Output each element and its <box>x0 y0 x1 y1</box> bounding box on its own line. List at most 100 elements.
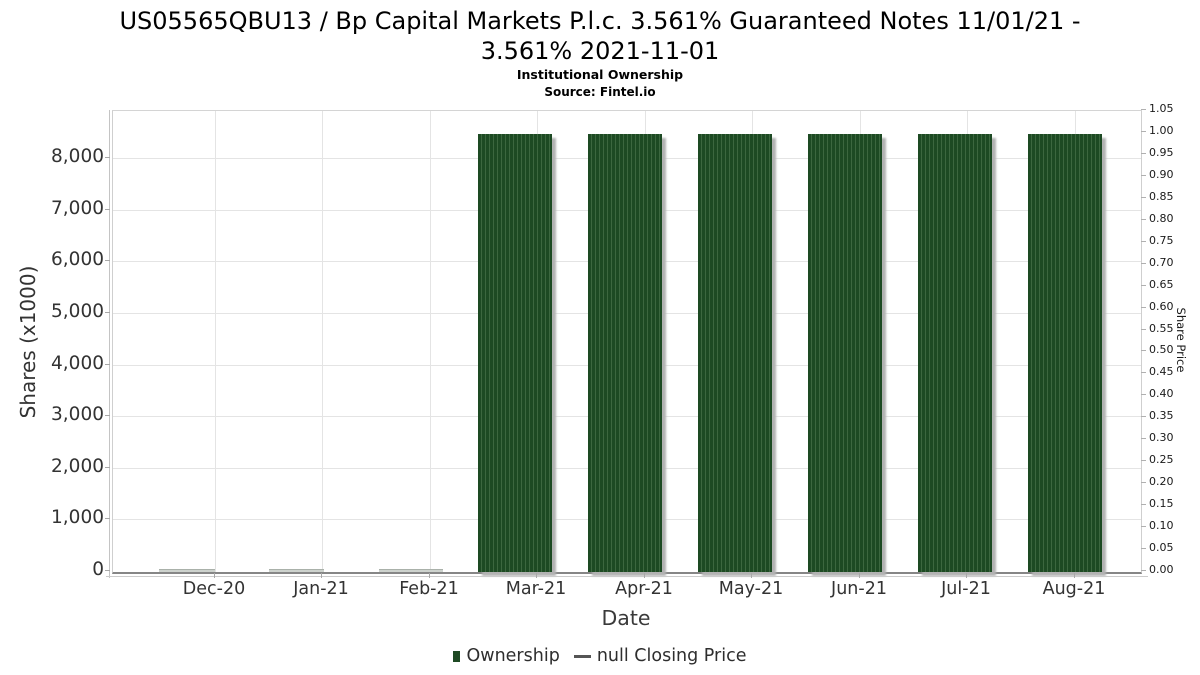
y-axis-tick-label: 6,000 <box>51 249 104 270</box>
chart-source: Source: Fintel.io <box>544 85 656 99</box>
right-axis-tick-mark <box>1141 504 1146 505</box>
x-axis-tick-label: Aug-21 <box>1042 579 1106 599</box>
x-axis-tick-mark <box>859 573 860 578</box>
right-axis-tick-label: 0.45 <box>1149 365 1174 378</box>
right-axis-tick-label: 0.25 <box>1149 453 1174 466</box>
y-axis-tick-mark <box>105 467 110 468</box>
x-axis-tick-label: Mar-21 <box>505 579 567 599</box>
y-axis-tick-label: 4,000 <box>51 353 104 374</box>
right-axis-tick-label: 0.15 <box>1149 497 1174 510</box>
right-axis-tick-label: 0.20 <box>1149 475 1174 488</box>
right-axis-tick-label: 0.85 <box>1149 190 1174 203</box>
right-axis-tick-mark <box>1141 153 1146 154</box>
ownership-bar-May-21[interactable] <box>698 134 772 572</box>
ownership-bar-Dec-20[interactable] <box>159 569 215 572</box>
y-axis-tick-mark <box>105 312 110 313</box>
legend-item-ownership[interactable]: Ownership <box>453 646 560 666</box>
right-axis-tick-label: 0.00 <box>1149 563 1174 576</box>
x-axis-title: Date <box>601 606 651 630</box>
y-axis-tick-mark <box>105 518 110 519</box>
y-axis-title-left: Shares (x1000) <box>16 265 40 419</box>
y-axis-tick-label: 7,000 <box>51 198 104 219</box>
ownership-bar-Mar-21[interactable] <box>478 134 552 572</box>
x-axis-tick-mark <box>751 573 752 578</box>
x-axis-tick-label: Jan-21 <box>293 579 349 599</box>
y-axis-tick-mark <box>105 209 110 210</box>
legend: Ownership null Closing Price <box>0 646 1200 666</box>
y-axis-tick-label: 1,000 <box>51 507 104 528</box>
y-axis-tick-mark <box>105 415 110 416</box>
right-axis-tick-mark <box>1141 482 1146 483</box>
x-axis-tick-label: Jul-21 <box>941 579 991 599</box>
y-axis-tick-label: 2,000 <box>51 456 104 477</box>
right-axis-tick-mark <box>1141 548 1146 549</box>
chart-title-line-2: 3.561% 2021-11-01 <box>480 37 720 65</box>
x-axis-tick-label: May-21 <box>718 579 784 599</box>
x-axis-tick-mark <box>321 573 322 578</box>
left-axis-line <box>109 110 110 578</box>
right-axis-tick-label: 0.50 <box>1149 343 1174 356</box>
x-axis-tick-mark <box>644 573 645 578</box>
right-axis-tick-mark <box>1141 307 1146 308</box>
plot-area <box>112 110 1142 574</box>
y-axis-tick-mark <box>105 157 110 158</box>
legend-item-closing-price[interactable]: null Closing Price <box>573 646 747 666</box>
right-axis-tick-mark <box>1141 175 1146 176</box>
ownership-bar-Jul-21[interactable] <box>918 134 992 572</box>
right-axis-tick-mark <box>1141 329 1146 330</box>
right-axis-tick-mark <box>1141 263 1146 264</box>
right-axis-tick-label: 0.60 <box>1149 300 1174 313</box>
x-axis-tick-label: Dec-20 <box>182 579 246 599</box>
y-axis-tick-label: 5,000 <box>51 301 104 322</box>
y-axis-tick-label: 8,000 <box>51 146 104 167</box>
right-axis-tick-label: 0.95 <box>1149 146 1174 159</box>
right-axis-tick-label: 0.30 <box>1149 431 1174 444</box>
right-axis-tick-mark <box>1141 350 1146 351</box>
right-axis-tick-label: 0.05 <box>1149 541 1174 554</box>
v-gridline <box>215 111 216 572</box>
right-axis-tick-label: 1.05 <box>1149 102 1174 115</box>
y-axis-tick-mark <box>105 570 110 571</box>
x-axis-tick-label: Apr-21 <box>615 579 673 599</box>
right-axis-tick-mark <box>1141 372 1146 373</box>
right-axis-tick-mark <box>1141 197 1146 198</box>
legend-label-ownership: Ownership <box>466 646 560 666</box>
x-axis-tick-label: Feb-21 <box>399 579 459 599</box>
ownership-bar-Feb-21[interactable] <box>379 569 443 572</box>
right-axis-tick-label: 0.65 <box>1149 278 1174 291</box>
right-axis-tick-mark <box>1141 241 1146 242</box>
ownership-square-icon <box>453 650 461 662</box>
y-axis-tick-mark <box>105 260 110 261</box>
right-axis-tick-mark <box>1141 438 1146 439</box>
right-axis-tick-mark <box>1141 460 1146 461</box>
right-axis-tick-mark <box>1141 526 1146 527</box>
x-axis-tick-mark <box>214 573 215 578</box>
x-axis-tick-label: Jun-21 <box>831 579 887 599</box>
right-axis-tick-label: 0.90 <box>1149 168 1174 181</box>
x-axis-tick-mark <box>536 573 537 578</box>
right-axis-tick-mark <box>1141 394 1146 395</box>
right-axis-tick-label: 0.10 <box>1149 519 1174 532</box>
x-axis-tick-mark <box>966 573 967 578</box>
right-axis-tick-label: 0.55 <box>1149 322 1174 335</box>
ownership-bar-Jun-21[interactable] <box>808 134 882 572</box>
x-axis-tick-mark <box>1074 573 1075 578</box>
closing-price-line-icon <box>573 654 591 658</box>
right-axis-tick-mark <box>1141 219 1146 220</box>
ownership-bar-Apr-21[interactable] <box>588 134 662 572</box>
ownership-bar-Aug-21[interactable] <box>1028 134 1102 572</box>
right-axis-tick-label: 0.40 <box>1149 387 1174 400</box>
chart-subtitle: Institutional Ownership <box>516 67 684 82</box>
right-axis-tick-label: 1.00 <box>1149 124 1174 137</box>
right-axis-tick-mark <box>1141 109 1146 110</box>
v-gridline <box>322 111 323 572</box>
right-axis-tick-label: 0.35 <box>1149 409 1174 422</box>
right-axis-tick-mark <box>1141 131 1146 132</box>
v-gridline <box>430 111 431 572</box>
y-axis-tick-mark <box>105 364 110 365</box>
right-axis-tick-mark <box>1141 416 1146 417</box>
ownership-bar-Jan-21[interactable] <box>269 569 324 572</box>
right-axis-tick-label: 0.70 <box>1149 256 1174 269</box>
y-axis-tick-label: 3,000 <box>51 404 104 425</box>
